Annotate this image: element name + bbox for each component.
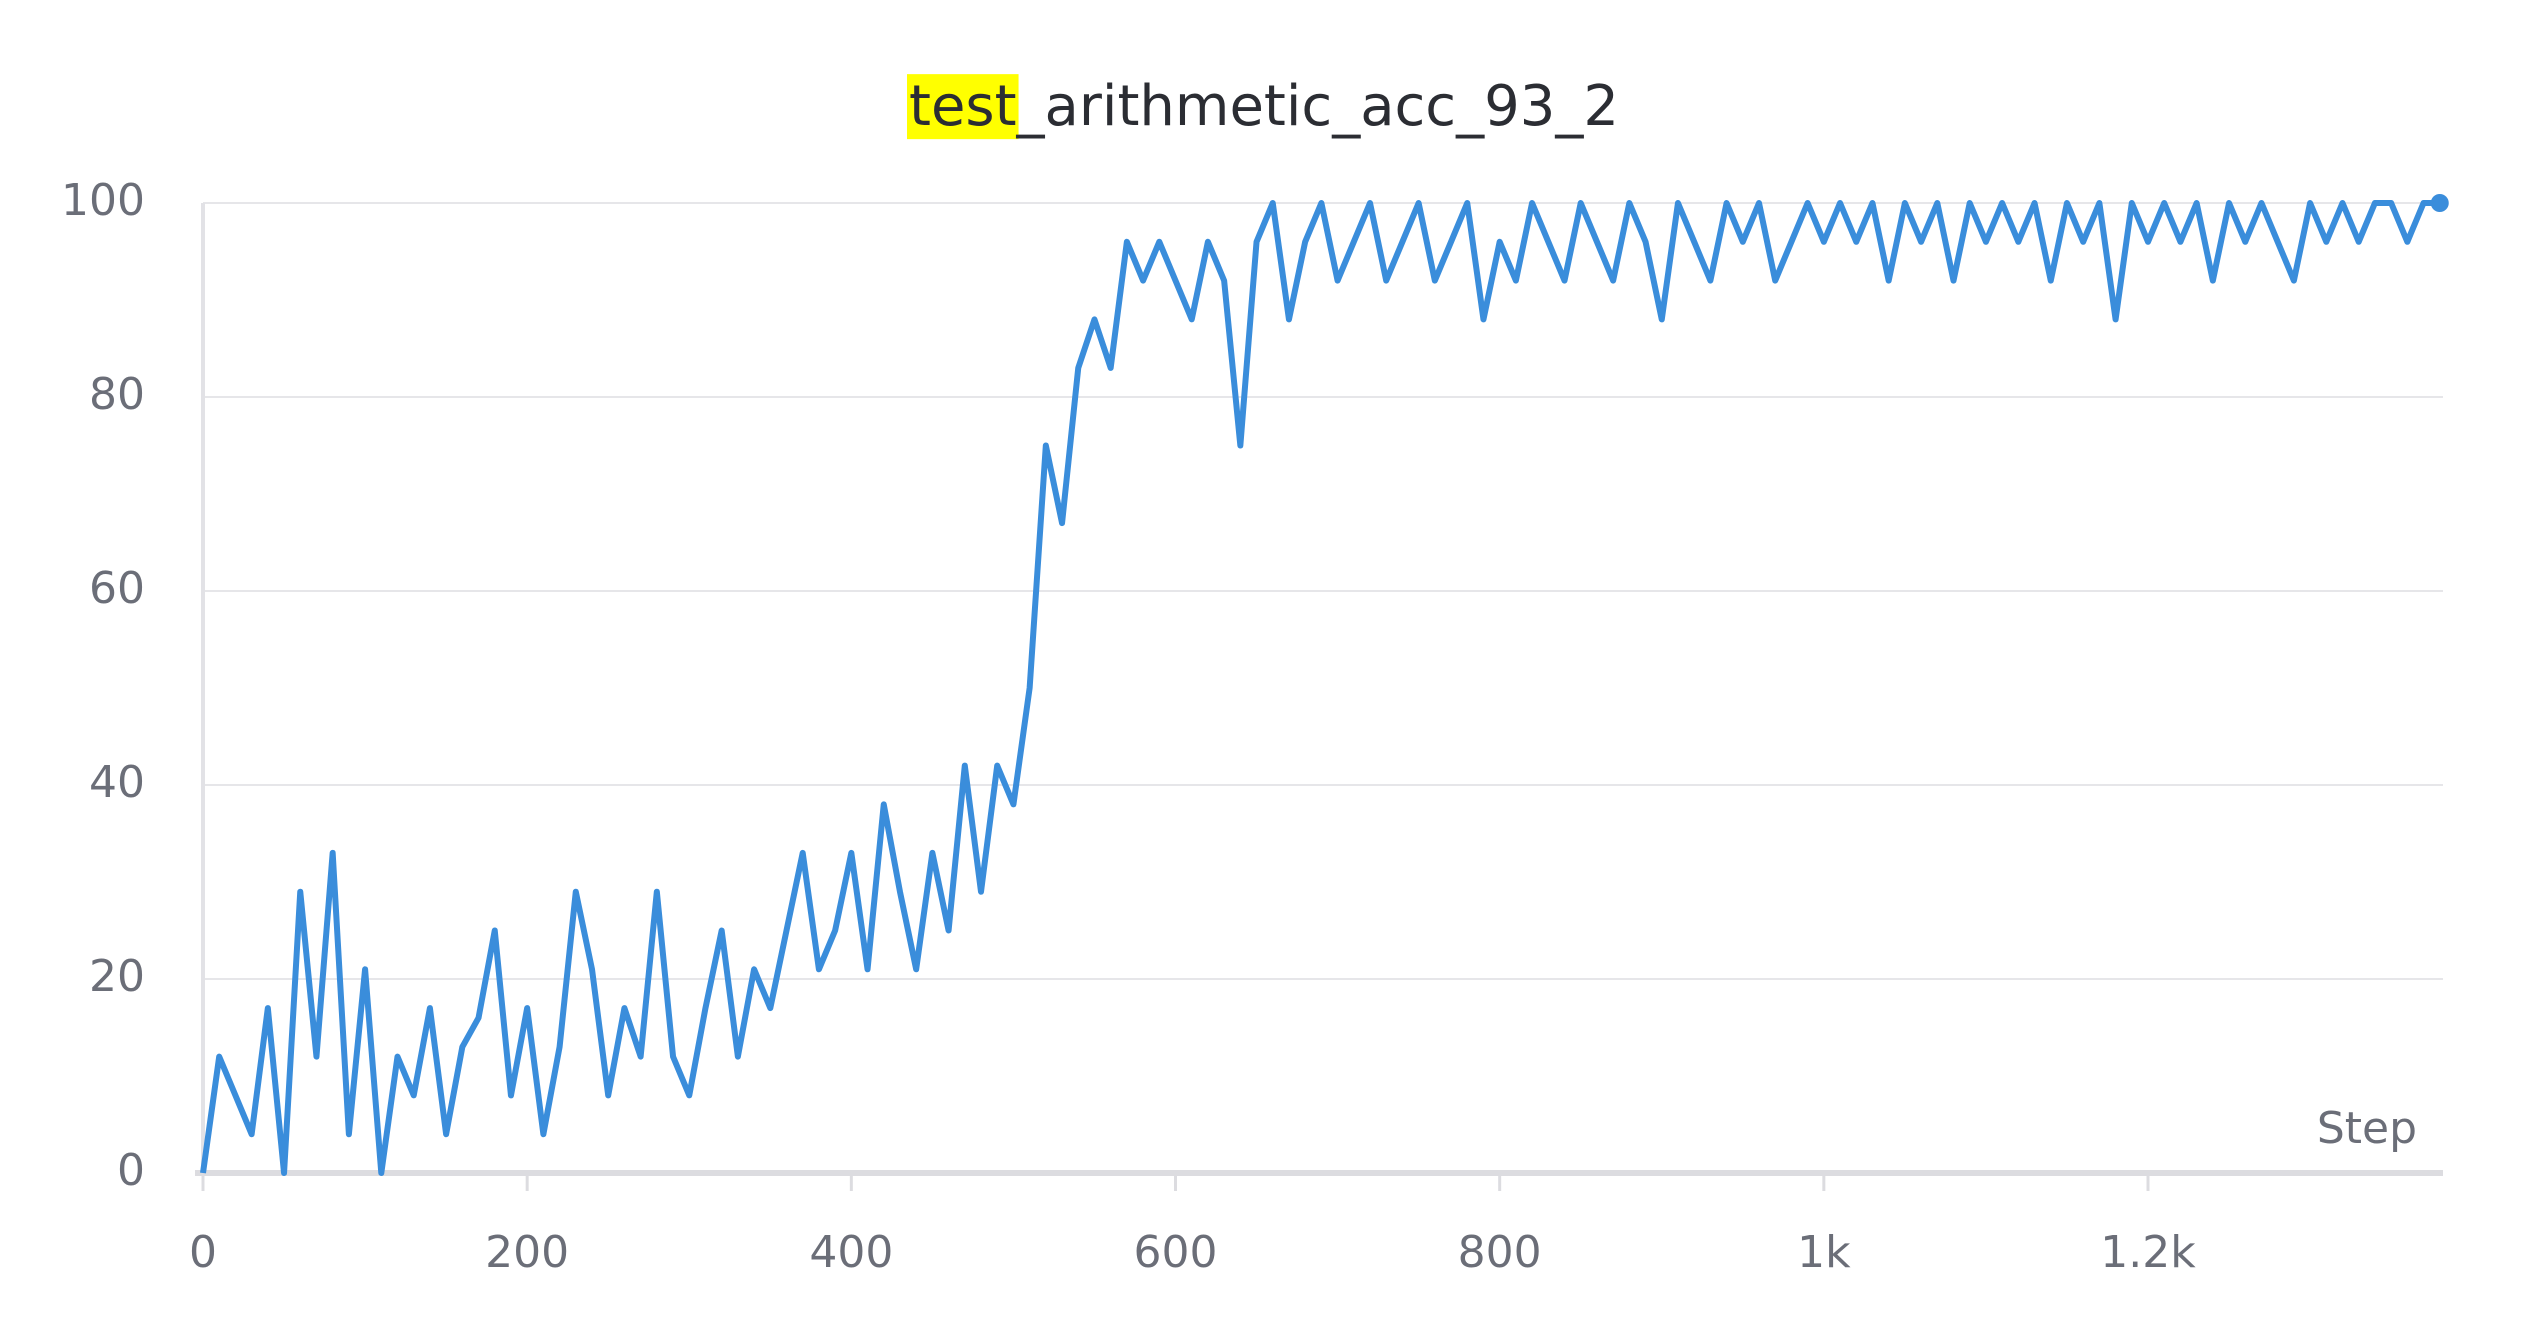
x-tick-label: 1k: [1797, 1227, 1851, 1278]
x-axis-label: Step: [2317, 1103, 2417, 1154]
y-tick-label: 80: [89, 369, 145, 420]
x-tick-label: 800: [1458, 1227, 1542, 1278]
y-tick-label: 20: [89, 951, 145, 1002]
last-point: [2430, 194, 2449, 212]
chart-title: test_arithmetic_acc_93_2: [909, 74, 1619, 139]
y-tick-label: 60: [89, 563, 145, 614]
y-tick-label: 0: [117, 1145, 145, 1196]
x-tick-label: 600: [1134, 1227, 1218, 1278]
y-tick-label: 40: [89, 757, 145, 808]
x-tick-label: 1.2k: [2100, 1227, 2196, 1278]
x-tick-label: 400: [809, 1227, 893, 1278]
x-tick-label: 0: [189, 1227, 217, 1278]
x-tick-label: 200: [485, 1227, 569, 1278]
data-line: [200, 200, 2440, 1176]
y-tick-label: 100: [61, 175, 145, 226]
title-highlight: [907, 74, 1019, 140]
